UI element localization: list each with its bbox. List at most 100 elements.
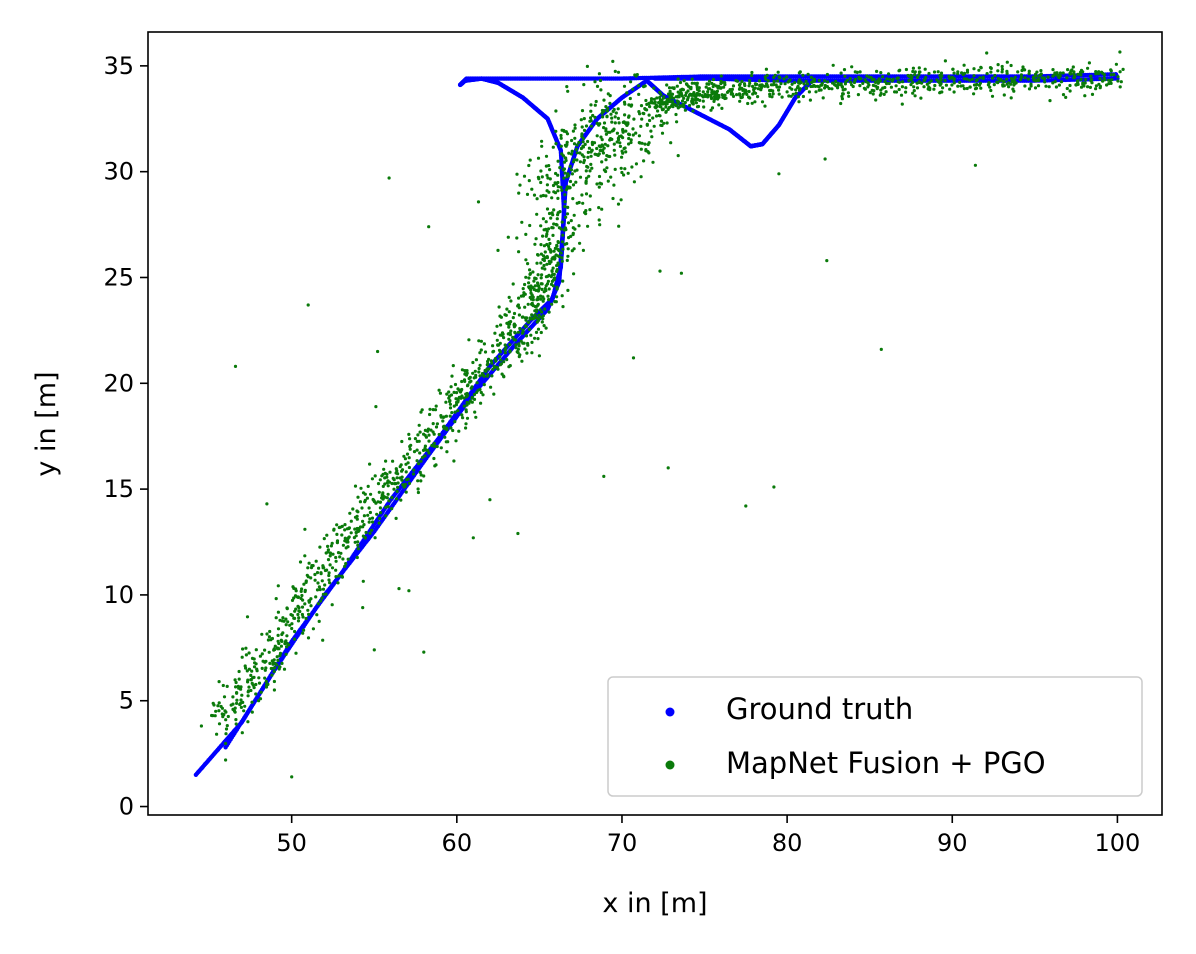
estimate-point bbox=[300, 593, 304, 598]
estimate-point bbox=[539, 169, 543, 173]
estimate-point bbox=[332, 527, 336, 531]
estimate-point bbox=[1009, 63, 1013, 68]
estimate-point bbox=[479, 348, 483, 352]
estimate-point bbox=[667, 92, 671, 96]
estimate-point bbox=[926, 87, 930, 91]
estimate-point bbox=[467, 338, 471, 342]
estimate-point bbox=[452, 459, 456, 463]
estimate-point bbox=[1098, 77, 1102, 81]
estimate-point bbox=[1055, 71, 1059, 75]
estimate-point bbox=[565, 85, 569, 89]
estimate-point bbox=[547, 298, 551, 302]
estimate-point bbox=[407, 465, 411, 470]
estimate-point bbox=[581, 201, 585, 205]
estimate-point bbox=[426, 429, 430, 433]
estimate-point bbox=[1109, 81, 1113, 85]
estimate-point bbox=[1102, 76, 1106, 80]
estimate-point bbox=[267, 635, 271, 639]
estimate-point bbox=[537, 354, 542, 358]
estimate-point bbox=[272, 670, 276, 674]
estimate-point bbox=[637, 134, 642, 138]
y-tick-label: 20 bbox=[103, 369, 134, 397]
estimate-point bbox=[432, 441, 436, 445]
estimate-point bbox=[445, 426, 449, 430]
estimate-point bbox=[661, 102, 665, 106]
estimate-point bbox=[1000, 67, 1005, 71]
estimate-point bbox=[465, 416, 470, 420]
estimate-point bbox=[511, 336, 515, 340]
estimate-point bbox=[707, 82, 711, 86]
estimate-point bbox=[276, 633, 280, 638]
estimate-point bbox=[684, 91, 688, 95]
estimate-point bbox=[354, 534, 358, 538]
estimate-point bbox=[293, 629, 297, 634]
estimate-point bbox=[1090, 81, 1094, 85]
estimate-point bbox=[568, 164, 572, 168]
estimate-point bbox=[972, 67, 976, 71]
estimate-point bbox=[199, 724, 203, 728]
estimate-point bbox=[575, 143, 579, 147]
estimate-point bbox=[451, 428, 455, 433]
estimate-point bbox=[478, 374, 482, 378]
estimate-point bbox=[247, 685, 251, 689]
estimate-point bbox=[432, 432, 436, 436]
estimate-point bbox=[952, 81, 956, 85]
estimate-point bbox=[501, 332, 505, 336]
estimate-point bbox=[927, 71, 931, 76]
estimate-point bbox=[639, 175, 643, 179]
estimate-point bbox=[769, 83, 774, 87]
estimate-point bbox=[962, 63, 966, 67]
estimate-point bbox=[270, 673, 274, 677]
estimate-point bbox=[536, 327, 541, 331]
estimate-point bbox=[517, 342, 521, 346]
estimate-point bbox=[804, 79, 808, 83]
estimate-point bbox=[486, 362, 490, 366]
estimate-point bbox=[442, 415, 446, 419]
estimate-point bbox=[556, 189, 560, 193]
estimate-point bbox=[356, 543, 360, 547]
estimate-point bbox=[644, 98, 648, 103]
estimate-point bbox=[523, 305, 527, 309]
estimate-point bbox=[285, 645, 289, 649]
estimate-point bbox=[764, 82, 769, 86]
estimate-point bbox=[272, 688, 276, 692]
estimate-point bbox=[428, 412, 432, 417]
estimate-point bbox=[220, 706, 224, 710]
estimate-point bbox=[478, 363, 482, 367]
estimate-point bbox=[811, 84, 815, 88]
estimate-point bbox=[675, 84, 679, 88]
estimate-point bbox=[555, 243, 559, 247]
estimate-point bbox=[809, 75, 814, 79]
estimate-point bbox=[420, 455, 425, 460]
estimate-point bbox=[896, 80, 900, 84]
estimate-point bbox=[1039, 69, 1043, 73]
estimate-point bbox=[346, 557, 350, 561]
estimate-point bbox=[583, 142, 587, 146]
estimate-point bbox=[691, 109, 695, 113]
estimate-point bbox=[533, 276, 537, 280]
estimate-point bbox=[631, 87, 635, 91]
estimate-point bbox=[448, 399, 452, 403]
estimate-point bbox=[290, 598, 295, 603]
estimate-point bbox=[1012, 83, 1016, 87]
estimate-point bbox=[406, 477, 410, 481]
estimate-point bbox=[226, 714, 230, 719]
estimate-point bbox=[911, 91, 915, 95]
estimate-point bbox=[623, 167, 627, 171]
estimate-point bbox=[572, 158, 576, 162]
ground-truth-point bbox=[652, 76, 658, 81]
estimate-point bbox=[660, 131, 665, 135]
estimate-point bbox=[1079, 85, 1084, 89]
estimate-point bbox=[378, 516, 382, 521]
estimate-point bbox=[801, 73, 805, 77]
estimate-point bbox=[520, 220, 524, 224]
estimate-point bbox=[276, 627, 281, 631]
estimate-point bbox=[655, 104, 659, 109]
estimate-point bbox=[621, 120, 625, 124]
estimate-point bbox=[546, 279, 551, 283]
estimate-point bbox=[542, 263, 546, 268]
estimate-point bbox=[258, 654, 262, 658]
estimate-point bbox=[723, 93, 727, 97]
estimate-point bbox=[432, 456, 436, 461]
estimate-point bbox=[1007, 85, 1011, 89]
